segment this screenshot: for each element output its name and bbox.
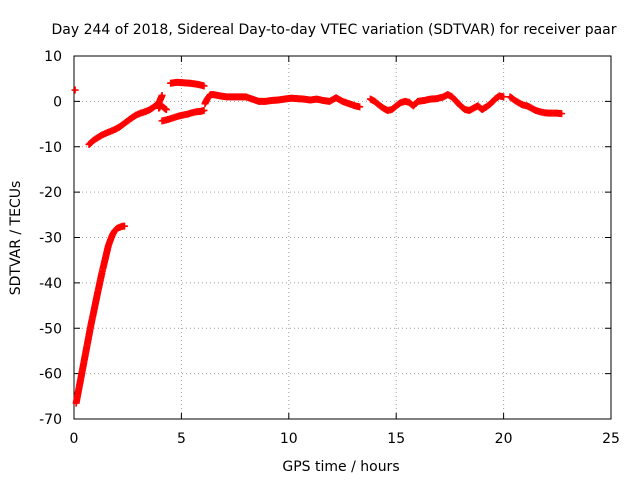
data-point [162, 106, 170, 114]
chart-title: Day 244 of 2018, Sidereal Day-to-day VTE… [51, 22, 616, 38]
y-tick-label: -20 [39, 185, 62, 201]
data-point [200, 106, 208, 114]
series-early-arc [85, 91, 166, 148]
y-tick-label: 10 [44, 49, 62, 65]
x-tick-label: 25 [602, 431, 620, 447]
series-isolated [71, 86, 79, 94]
series-mid-arc [201, 91, 364, 111]
series-late-arc-a [366, 91, 508, 114]
y-tick-label: -30 [39, 231, 62, 247]
data-point [500, 93, 508, 101]
tick-labels: 0 5 10 15 20 25 10 0 -10 -20 -30 -40 -50 -60 -70 [39, 49, 620, 447]
series-high-arc [167, 78, 208, 90]
y-tick-label: 0 [53, 94, 62, 110]
y-tick-label: -70 [39, 412, 62, 428]
data-point [558, 110, 566, 118]
data-point [120, 222, 128, 230]
y-axis-label: SDTVAR / TECUs [8, 181, 24, 296]
x-tick-label: 5 [177, 431, 186, 447]
data-point [158, 91, 166, 99]
series-steep-rise [72, 222, 128, 407]
data-points [71, 78, 566, 407]
series-late-arc-b [506, 93, 566, 118]
x-axis-label: GPS time / hours [282, 459, 399, 475]
series-blip [155, 101, 170, 114]
y-tick-label: -40 [39, 276, 62, 292]
data-point [71, 86, 79, 94]
y-tick-label: -10 [39, 140, 62, 156]
data-point [200, 82, 208, 90]
y-tick-label: -60 [39, 367, 62, 383]
x-tick-label: 0 [70, 431, 79, 447]
plot-frame [73, 55, 612, 420]
series-low-arc [158, 106, 208, 125]
y-tick-label: -50 [39, 321, 62, 337]
x-tick-label: 15 [387, 431, 405, 447]
data-point [356, 103, 364, 111]
x-tick-label: 10 [280, 431, 298, 447]
x-tick-label: 20 [495, 431, 513, 447]
